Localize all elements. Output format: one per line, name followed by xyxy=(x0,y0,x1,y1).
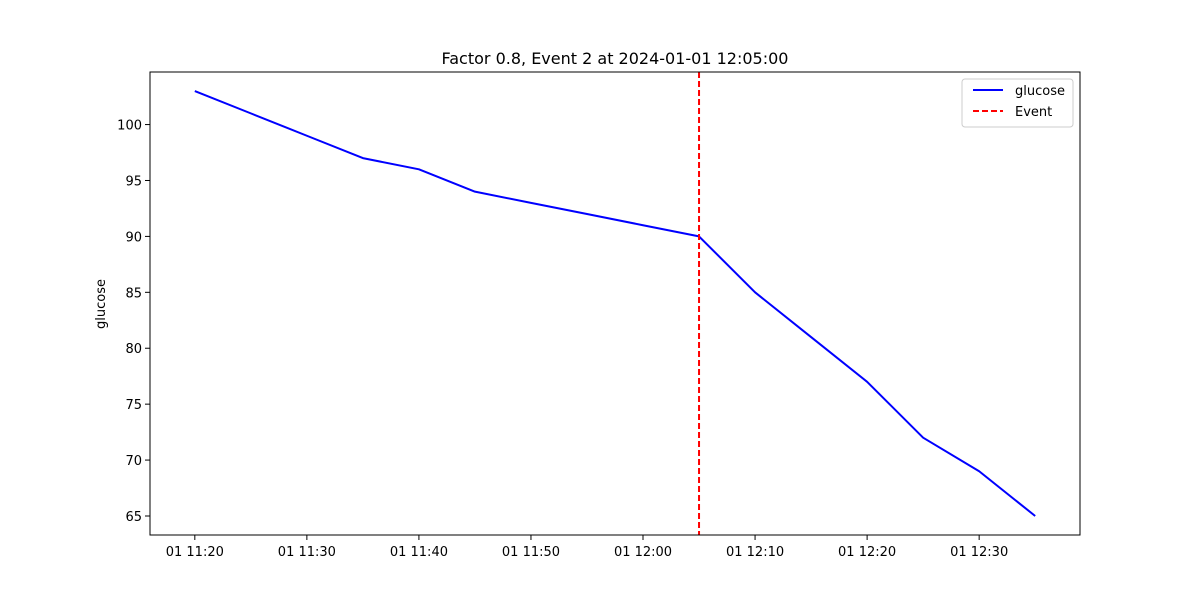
plot-frame xyxy=(149,71,1081,536)
x-axis: 01 11:20 01 11:30 01 11:40 01 11:50 01 12:00… xyxy=(166,535,1008,560)
y-tick-label: 90 xyxy=(125,230,142,245)
x-tick-label: 01 11:30 xyxy=(278,545,336,560)
x-tick-label: 01 11:20 xyxy=(166,545,224,560)
plot-area xyxy=(194,72,1036,535)
series-line-glucose xyxy=(194,90,1036,517)
legend-label-event: Event xyxy=(1015,105,1052,120)
x-tick-label: 01 12:10 xyxy=(726,545,784,560)
x-tick-label: 01 12:00 xyxy=(614,545,672,560)
chart-title: Factor 0.8, Event 2 at 2024-01-01 12:05:… xyxy=(442,49,789,68)
legend-label-glucose: glucose xyxy=(1015,84,1065,99)
y-axis: 65 70 75 80 85 90 95 100 xyxy=(117,119,150,525)
y-tick-label: 80 xyxy=(125,342,142,357)
y-tick-label: 75 xyxy=(125,398,142,413)
y-tick-label: 95 xyxy=(125,174,142,189)
y-axis-label: glucose xyxy=(94,279,109,329)
y-tick-label: 70 xyxy=(125,454,142,469)
x-tick-label: 01 12:20 xyxy=(838,545,896,560)
x-tick-label: 01 11:40 xyxy=(390,545,448,560)
y-tick-label: 85 xyxy=(125,286,142,301)
legend: glucose Event xyxy=(961,78,1074,128)
y-tick-label: 100 xyxy=(117,119,142,134)
x-tick-label: 01 12:30 xyxy=(950,545,1008,560)
y-tick-label: 65 xyxy=(125,510,142,525)
x-tick-label: 01 11:50 xyxy=(502,545,560,560)
